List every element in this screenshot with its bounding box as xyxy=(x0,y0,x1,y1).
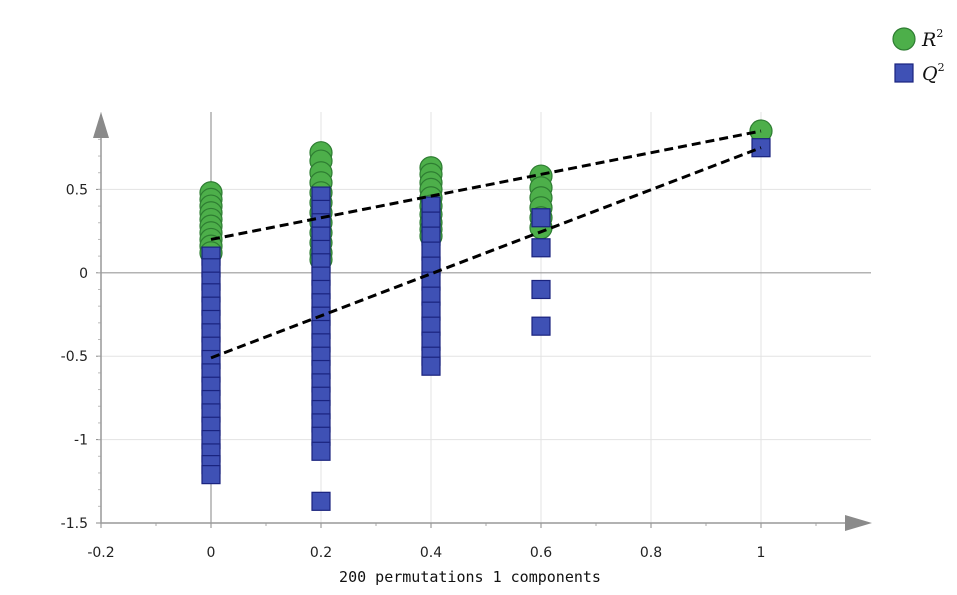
y-tick-label: -1 xyxy=(74,433,88,449)
y-tick-label: -0.5 xyxy=(61,349,88,365)
regression-line-q xyxy=(210,146,762,360)
x-tick-label: -0.2 xyxy=(87,545,114,561)
q2-point xyxy=(531,208,551,228)
q2-point xyxy=(311,441,331,461)
series-r xyxy=(199,119,773,272)
legend: R2 Q2 xyxy=(892,27,945,85)
x-tick-label: 0.2 xyxy=(310,545,332,561)
q2-point xyxy=(311,491,331,511)
legend-r2-marker xyxy=(892,27,916,51)
axes xyxy=(93,112,872,531)
x-axis-arrow-icon xyxy=(845,515,872,531)
regression-lines xyxy=(210,129,762,360)
legend-superscript: 2 xyxy=(938,61,945,74)
x-tick-label: 0.6 xyxy=(530,545,552,561)
q2-point xyxy=(531,316,551,336)
legend-superscript: 2 xyxy=(936,27,943,40)
q2-point xyxy=(531,279,551,300)
legend-q2-marker xyxy=(894,63,914,83)
q2-point xyxy=(201,465,221,485)
x-tick-label: 1 xyxy=(757,545,766,561)
x-tick-label: 0.4 xyxy=(420,545,442,561)
regression-line-r xyxy=(210,129,762,241)
y-axis-arrow-icon xyxy=(93,112,109,138)
q2-point xyxy=(421,356,441,376)
y-tick-label: 0.5 xyxy=(66,182,88,198)
x-tick-label: 0.8 xyxy=(640,545,662,561)
q2-point xyxy=(531,238,551,258)
series-q xyxy=(201,138,771,511)
y-tick-label: 0 xyxy=(79,266,88,282)
x-tick-label: 0 xyxy=(207,545,216,561)
legend-label-r: R2 xyxy=(921,27,943,51)
data-points xyxy=(199,119,773,511)
x-axis-title: 200 permutations 1 components xyxy=(339,568,601,586)
y-tick-label: -1.5 xyxy=(61,516,88,532)
legend-label-q: Q2 xyxy=(922,61,945,85)
tick-labels: -0.2 0 0.2 0.4 0.6 0.8 1 -1.5 -1 -0.5 0 0.5 xyxy=(61,182,766,561)
